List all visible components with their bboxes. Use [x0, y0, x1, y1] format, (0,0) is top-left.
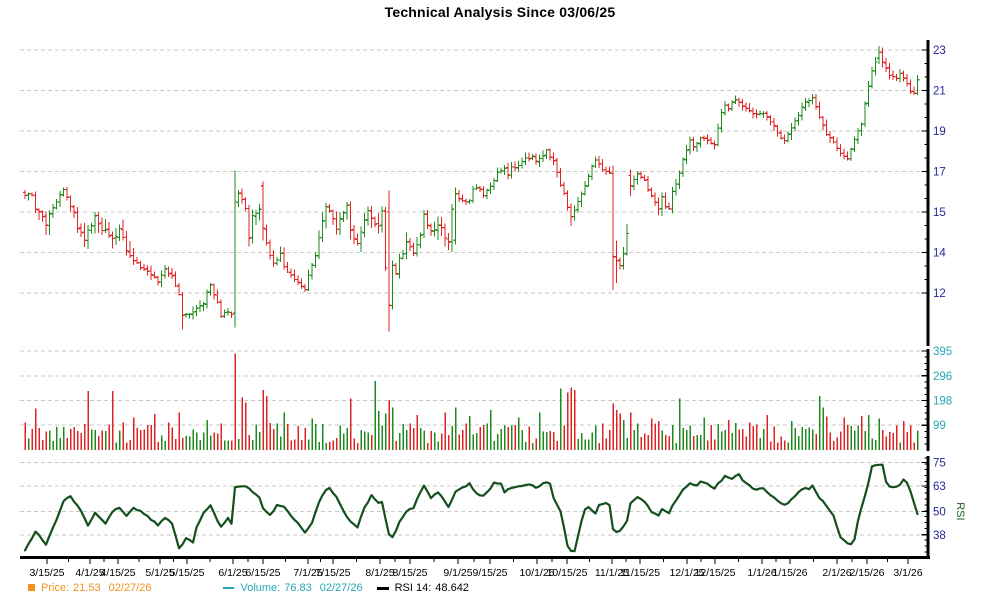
axis-major-ticks	[46, 49, 928, 564]
price-bars-up	[26, 46, 920, 328]
volume-value: 76.83	[284, 582, 312, 594]
x-axis-label: 5/1/25	[145, 567, 174, 579]
x-axis-label: 12/15/25	[695, 567, 736, 579]
volume-tick-label: 99	[933, 420, 946, 432]
price-tick-label: 19	[933, 126, 946, 138]
rsi-tick-label: 38	[933, 530, 946, 542]
volume-bars-down	[24, 353, 915, 450]
x-axis-label: 9/15/25	[472, 567, 507, 579]
x-axis-label: 4/15/25	[100, 567, 135, 579]
volume-bars-up	[27, 381, 919, 450]
price-marker-icon	[28, 583, 35, 591]
price-date: 02/27/26	[108, 582, 152, 594]
price-tick-label: 14	[933, 248, 946, 260]
volume-marker-icon	[223, 587, 235, 589]
price-label: Price:	[41, 582, 70, 594]
x-axis-label: 7/15/25	[315, 567, 350, 579]
rsi-tick-label: 50	[933, 506, 946, 518]
price-tick-label: 17	[933, 167, 946, 179]
rsi-tick-label: 63	[933, 481, 946, 493]
x-axis-label: 8/15/25	[392, 567, 427, 579]
x-axis-label: 10/1/25	[519, 567, 554, 579]
price-tick-label: 12	[933, 288, 946, 300]
chart-legend: Price: 21.53 02/27/26 Volume: 76.83 02/27/26…	[28, 582, 469, 594]
price-bars-down	[22, 47, 917, 332]
price-tick-label: 23	[933, 45, 946, 57]
x-axis-label: 11/1/25	[595, 567, 629, 579]
legend-price-text: Price: 21.53 02/27/26	[41, 582, 151, 594]
x-axis-label: 6/1/25	[218, 567, 247, 579]
rsi-tick-label: 75	[933, 458, 946, 470]
legend-volume-item: Volume: 76.83 02/27/26	[223, 582, 363, 594]
x-axis-label: 9/1/25	[443, 567, 472, 579]
rsi-value: 48.642	[435, 582, 469, 594]
x-axis-label: 12/1/25	[669, 567, 704, 579]
x-axis-label: 6/15/25	[245, 567, 280, 579]
axis-minor-ticks	[68, 63, 928, 562]
legend-price-item: Price: 21.53 02/27/26	[28, 582, 151, 594]
volume-tick-label: 395	[933, 346, 952, 358]
x-axis-label: 11/15/25	[620, 567, 660, 579]
x-axis-label: 1/1/26	[747, 567, 776, 579]
x-axis-label: 4/1/25	[75, 567, 104, 579]
gridlines	[20, 49, 925, 536]
page-title: Technical Analysis Since 03/06/25	[384, 4, 616, 20]
price-value: 21.53	[73, 582, 101, 594]
x-axis-label: 3/1/26	[893, 567, 922, 579]
price-tick-label: 15	[933, 207, 946, 219]
x-axis-label: 7/1/25	[293, 567, 322, 579]
x-axis-label: 10/15/25	[547, 567, 588, 579]
x-axis-label: 2/1/26	[822, 567, 851, 579]
volume-label: Volume:	[240, 582, 281, 594]
volume-tick-label: 296	[933, 371, 952, 383]
legend-rsi-text: RSI 14: 48.642	[395, 582, 469, 594]
rsi-marker-icon	[376, 586, 389, 590]
x-axis-label: 5/15/25	[169, 567, 204, 579]
price-tick-label: 21	[933, 86, 946, 98]
rsi-axis-label: RSI	[954, 502, 966, 520]
volume-tick-label: 198	[933, 395, 952, 407]
volume-date: 02/27/26	[319, 582, 363, 594]
x-axis-label: 1/15/26	[772, 567, 807, 579]
legend-volume-text: Volume: 76.83 02/27/26	[240, 582, 362, 594]
rsi-label: RSI 14:	[394, 582, 432, 594]
legend-rsi-item: RSI 14: 48.642	[376, 582, 469, 594]
rsi-line	[23, 463, 919, 553]
x-axis-label: 8/1/25	[365, 567, 394, 579]
x-axis-label: 3/15/25	[29, 567, 64, 579]
x-axis-label: 2/15/26	[849, 567, 884, 579]
